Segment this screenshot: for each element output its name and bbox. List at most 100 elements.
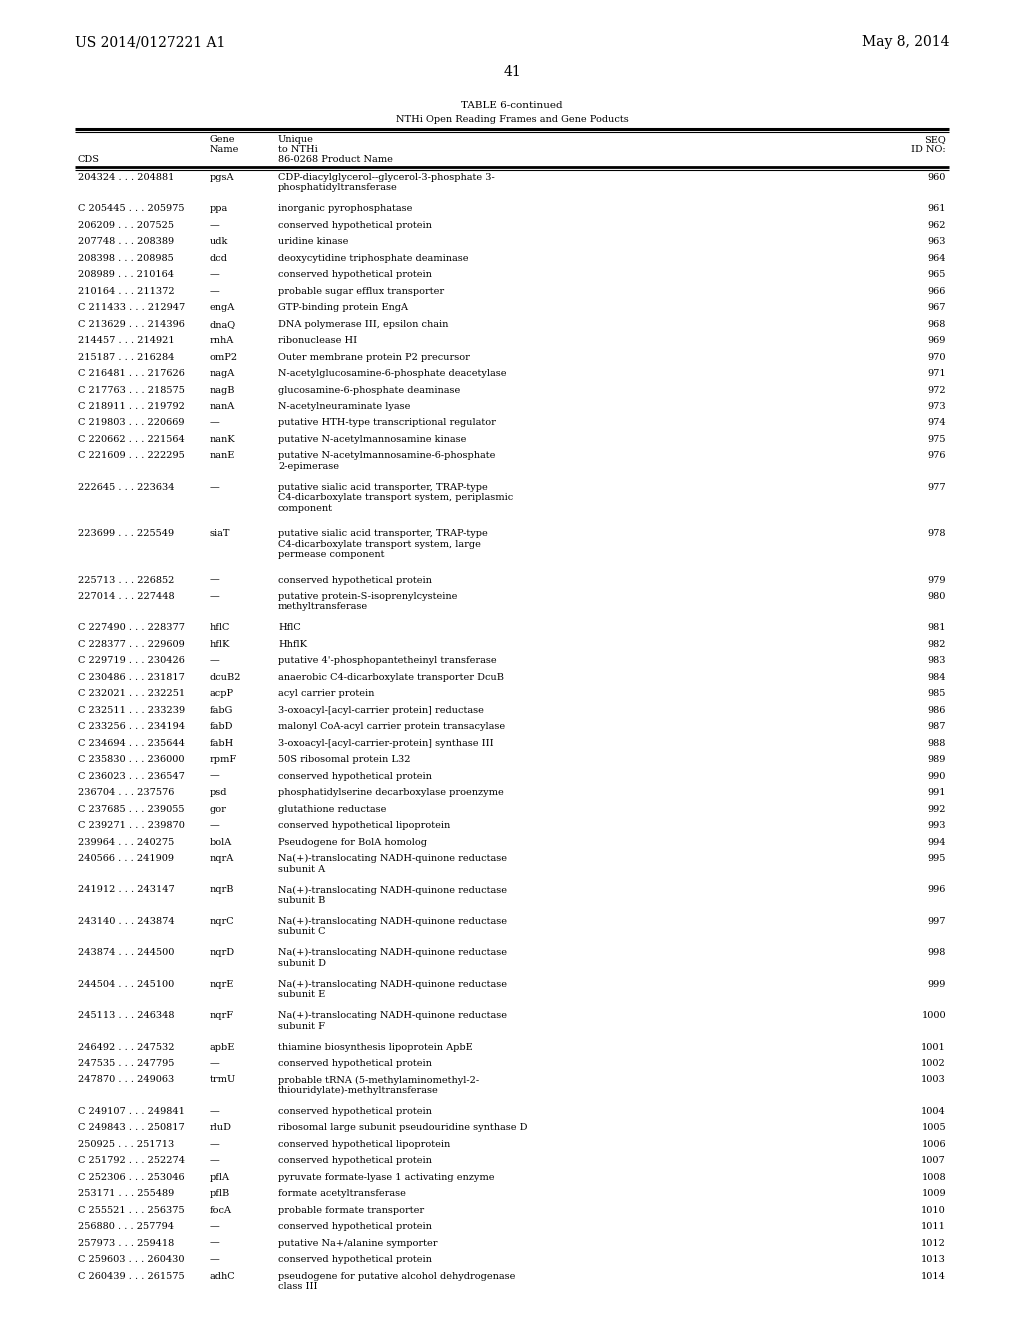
Text: nagA: nagA <box>210 370 236 378</box>
Text: conserved hypothetical protein: conserved hypothetical protein <box>278 1255 432 1265</box>
Text: C 232511 . . . 233239: C 232511 . . . 233239 <box>78 706 185 715</box>
Text: 993: 993 <box>928 821 946 830</box>
Text: C 213629 . . . 214396: C 213629 . . . 214396 <box>78 319 185 329</box>
Text: 994: 994 <box>928 837 946 846</box>
Text: 257973 . . . 259418: 257973 . . . 259418 <box>78 1238 174 1247</box>
Text: putative HTH-type transcriptional regulator: putative HTH-type transcriptional regula… <box>278 418 496 428</box>
Text: uridine kinase: uridine kinase <box>278 238 348 247</box>
Text: 977: 977 <box>928 483 946 492</box>
Text: HflC: HflC <box>278 623 301 632</box>
Text: nqrE: nqrE <box>210 979 234 989</box>
Text: engA: engA <box>210 304 236 313</box>
Text: Unique: Unique <box>278 135 314 144</box>
Text: nanK: nanK <box>210 434 236 444</box>
Text: C 252306 . . . 253046: C 252306 . . . 253046 <box>78 1172 184 1181</box>
Text: 966: 966 <box>928 286 946 296</box>
Text: rpmF: rpmF <box>210 755 238 764</box>
Text: adhC: adhC <box>210 1271 236 1280</box>
Text: ribosomal large subunit pseudouridine synthase D: ribosomal large subunit pseudouridine sy… <box>278 1123 527 1133</box>
Text: nanE: nanE <box>210 451 236 461</box>
Text: C 211433 . . . 212947: C 211433 . . . 212947 <box>78 304 185 313</box>
Text: 41: 41 <box>503 65 521 79</box>
Text: 239964 . . . 240275: 239964 . . . 240275 <box>78 837 174 846</box>
Text: 243140 . . . 243874: 243140 . . . 243874 <box>78 917 175 925</box>
Text: 987: 987 <box>928 722 946 731</box>
Text: nqrF: nqrF <box>210 1011 234 1020</box>
Text: SEQ: SEQ <box>925 135 946 144</box>
Text: 246492 . . . 247532: 246492 . . . 247532 <box>78 1043 174 1052</box>
Text: C 219803 . . . 220669: C 219803 . . . 220669 <box>78 418 184 428</box>
Text: C 236023 . . . 236547: C 236023 . . . 236547 <box>78 772 185 780</box>
Text: 970: 970 <box>928 352 946 362</box>
Text: nagB: nagB <box>210 385 236 395</box>
Text: rnhA: rnhA <box>210 337 234 345</box>
Text: 245113 . . . 246348: 245113 . . . 246348 <box>78 1011 174 1020</box>
Text: 962: 962 <box>928 220 946 230</box>
Text: phosphatidylserine decarboxylase proenzyme: phosphatidylserine decarboxylase proenzy… <box>278 788 504 797</box>
Text: DNA polymerase III, epsilon chain: DNA polymerase III, epsilon chain <box>278 319 449 329</box>
Text: Pseudogene for BolA homolog: Pseudogene for BolA homolog <box>278 837 427 846</box>
Text: conserved hypothetical protein: conserved hypothetical protein <box>278 1156 432 1166</box>
Text: focA: focA <box>210 1205 232 1214</box>
Text: 991: 991 <box>928 788 946 797</box>
Text: C 232021 . . . 232251: C 232021 . . . 232251 <box>78 689 185 698</box>
Text: C 227490 . . . 228377: C 227490 . . . 228377 <box>78 623 185 632</box>
Text: malonyl CoA-acyl carrier protein transacylase: malonyl CoA-acyl carrier protein transac… <box>278 722 505 731</box>
Text: Name: Name <box>210 145 240 154</box>
Text: 1004: 1004 <box>922 1107 946 1115</box>
Text: C 234694 . . . 235644: C 234694 . . . 235644 <box>78 739 185 747</box>
Text: conserved hypothetical protein: conserved hypothetical protein <box>278 1107 432 1115</box>
Text: 247870 . . . 249063: 247870 . . . 249063 <box>78 1076 174 1085</box>
Text: C 221609 . . . 222295: C 221609 . . . 222295 <box>78 451 184 461</box>
Text: udk: udk <box>210 238 228 247</box>
Text: siaT: siaT <box>210 529 230 539</box>
Text: —: — <box>210 576 220 585</box>
Text: gor: gor <box>210 805 227 813</box>
Text: 998: 998 <box>928 948 946 957</box>
Text: 1014: 1014 <box>922 1271 946 1280</box>
Text: Na(+)-translocating NADH-quinone reductase
subunit D: Na(+)-translocating NADH-quinone reducta… <box>278 948 507 968</box>
Text: 207748 . . . 208389: 207748 . . . 208389 <box>78 238 174 247</box>
Text: pyruvate formate-lyase 1 activating enzyme: pyruvate formate-lyase 1 activating enzy… <box>278 1172 495 1181</box>
Text: GTP-binding protein EngA: GTP-binding protein EngA <box>278 304 408 313</box>
Text: Gene: Gene <box>210 135 236 144</box>
Text: 1011: 1011 <box>922 1222 946 1232</box>
Text: formate acetyltransferase: formate acetyltransferase <box>278 1189 406 1199</box>
Text: 3-oxoacyl-[acyl-carrier-protein] synthase III: 3-oxoacyl-[acyl-carrier-protein] synthas… <box>278 739 494 747</box>
Text: 986: 986 <box>928 706 946 715</box>
Text: 997: 997 <box>928 917 946 925</box>
Text: —: — <box>210 1140 220 1148</box>
Text: 981: 981 <box>928 623 946 632</box>
Text: 243874 . . . 244500: 243874 . . . 244500 <box>78 948 174 957</box>
Text: 1012: 1012 <box>922 1238 946 1247</box>
Text: 960: 960 <box>928 173 946 182</box>
Text: 983: 983 <box>928 656 946 665</box>
Text: 3-oxoacyl-[acyl-carrier protein] reductase: 3-oxoacyl-[acyl-carrier protein] reducta… <box>278 706 484 715</box>
Text: Na(+)-translocating NADH-quinone reductase
subunit F: Na(+)-translocating NADH-quinone reducta… <box>278 1011 507 1031</box>
Text: C 217763 . . . 218575: C 217763 . . . 218575 <box>78 385 185 395</box>
Text: apbE: apbE <box>210 1043 236 1052</box>
Text: conserved hypothetical protein: conserved hypothetical protein <box>278 271 432 280</box>
Text: 988: 988 <box>928 739 946 747</box>
Text: psd: psd <box>210 788 227 797</box>
Text: to NTHi: to NTHi <box>278 145 317 154</box>
Text: 1005: 1005 <box>922 1123 946 1133</box>
Text: 974: 974 <box>928 418 946 428</box>
Text: C 249107 . . . 249841: C 249107 . . . 249841 <box>78 1107 185 1115</box>
Text: inorganic pyrophosphatase: inorganic pyrophosphatase <box>278 205 413 214</box>
Text: 965: 965 <box>928 271 946 280</box>
Text: ppa: ppa <box>210 205 228 214</box>
Text: 995: 995 <box>928 854 946 863</box>
Text: 256880 . . . 257794: 256880 . . . 257794 <box>78 1222 174 1232</box>
Text: —: — <box>210 772 220 780</box>
Text: probable tRNA (5-methylaminomethyl-2-
thiouridylate)-methyltransferase: probable tRNA (5-methylaminomethyl-2- th… <box>278 1076 479 1096</box>
Text: 984: 984 <box>928 673 946 682</box>
Text: 253171 . . . 255489: 253171 . . . 255489 <box>78 1189 174 1199</box>
Text: CDP-diacylglycerol--glycerol-3-phosphate 3-
phosphatidyltransferase: CDP-diacylglycerol--glycerol-3-phosphate… <box>278 173 495 193</box>
Text: trmU: trmU <box>210 1076 237 1085</box>
Text: pseudogene for putative alcohol dehydrogenase
class III: pseudogene for putative alcohol dehydrog… <box>278 1271 515 1291</box>
Text: C 237685 . . . 239055: C 237685 . . . 239055 <box>78 805 184 813</box>
Text: 236704 . . . 237576: 236704 . . . 237576 <box>78 788 174 797</box>
Text: May 8, 2014: May 8, 2014 <box>861 36 949 49</box>
Text: 1013: 1013 <box>922 1255 946 1265</box>
